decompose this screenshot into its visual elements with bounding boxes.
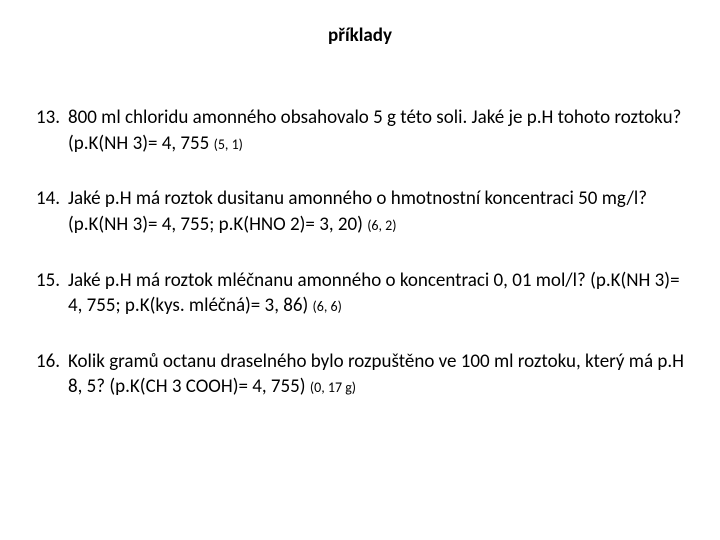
item-number: 13. [36,105,68,156]
item-body: Kolik gramů octanu draselného bylo rozpu… [68,350,684,399]
item-text: Kolik gramů octanu draselného bylo rozpu… [68,349,684,400]
item-text: Jaké p.H má roztok dusitanu amonného o h… [68,186,684,237]
problem-list: 13. 800 ml chloridu amonného obsahovalo … [36,105,684,400]
list-item: 14. Jaké p.H má roztok dusitanu amonného… [36,186,684,237]
item-answer: (0, 17 g) [310,379,356,396]
page-title: příklady [36,24,684,47]
item-answer: (6, 6) [313,298,342,315]
item-number: 15. [36,268,68,319]
item-text: 800 ml chloridu amonného obsahovalo 5 g … [68,105,684,156]
item-body: 800 ml chloridu amonného obsahovalo 5 g … [68,106,681,155]
item-answer: (5, 1) [214,136,243,153]
item-number: 14. [36,186,68,237]
list-item: 13. 800 ml chloridu amonného obsahovalo … [36,105,684,156]
item-answer: (6, 2) [367,217,396,234]
list-item: 15. Jaké p.H má roztok mléčnanu amonného… [36,268,684,319]
item-body: Jaké p.H má roztok mléčnanu amonného o k… [68,269,680,318]
list-item: 16. Kolik gramů octanu draselného bylo r… [36,349,684,400]
item-number: 16. [36,349,68,400]
item-body: Jaké p.H má roztok dusitanu amonného o h… [68,187,647,236]
item-text: Jaké p.H má roztok mléčnanu amonného o k… [68,268,684,319]
